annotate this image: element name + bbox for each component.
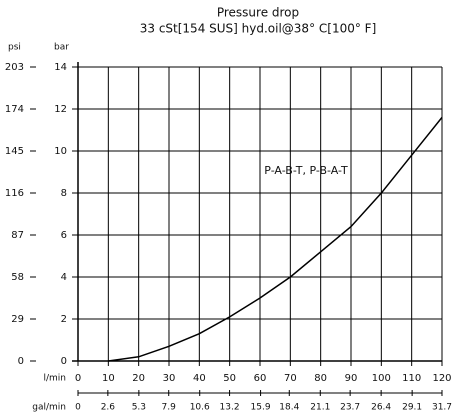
x2-tick-label: 10.6 — [190, 403, 210, 413]
y2-tick-label: 58 — [11, 272, 24, 283]
y2-tick-label: 29 — [11, 314, 24, 325]
x-tick-label: 30 — [163, 373, 176, 384]
y2-tick-label: 0 — [18, 356, 24, 367]
x-tick-label: 70 — [284, 373, 297, 384]
data-line — [108, 116, 443, 362]
y-tick-label: 14 — [54, 62, 67, 73]
x2-tick-label: 2.6 — [101, 403, 116, 413]
y-tick-label: 2 — [61, 314, 67, 325]
y2-tick-label: 87 — [11, 230, 24, 241]
y-tick-label: 8 — [61, 188, 67, 199]
y-tick-label: 4 — [61, 272, 67, 283]
y2-tick-label: 145 — [5, 146, 24, 157]
y2-axis-label: psi — [8, 43, 21, 53]
y2-tick-label: 116 — [5, 188, 24, 199]
x2-tick-label: 23.7 — [340, 403, 360, 413]
y2-tick-label: 174 — [5, 104, 24, 115]
x-tick-label: 60 — [254, 373, 267, 384]
x-tick-label: 80 — [314, 373, 327, 384]
x2-tick-label: 29.1 — [402, 403, 422, 413]
chart-title: Pressure drop — [217, 6, 299, 20]
chart-subtitle: 33 cSt[154 SUS] hyd.oil@38° C[100° F] — [140, 22, 377, 36]
y-tick-label: 0 — [61, 356, 67, 367]
y-axis-label: bar — [54, 43, 69, 53]
x2-tick-label: 21.1 — [310, 403, 330, 413]
x-tick-label: 100 — [372, 373, 391, 384]
x2-tick-label: 0 — [75, 403, 81, 413]
x2-tick-label: 26.4 — [371, 403, 391, 413]
x2-tick-label: 5.3 — [132, 403, 146, 413]
x2-tick-label: 13.2 — [220, 403, 240, 413]
x2-tick-label: 18.4 — [279, 403, 299, 413]
y-tick-label: 12 — [54, 104, 67, 115]
x-tick-label: 40 — [193, 373, 206, 384]
x-tick-label: 20 — [132, 373, 145, 384]
x-tick-label: 0 — [75, 373, 81, 384]
x2-tick-label: 31.7 — [432, 403, 452, 413]
x2-tick-label: 7.9 — [162, 403, 177, 413]
y-tick-label: 6 — [61, 230, 67, 241]
y-tick-label: 10 — [54, 146, 67, 157]
x-tick-label: 120 — [432, 373, 451, 384]
y2-tick-label: 203 — [5, 62, 24, 73]
x-axis-label: l/min — [43, 374, 66, 384]
series-label: P-A-B-T, P-B-A-T — [264, 164, 348, 177]
x-tick-label: 90 — [345, 373, 358, 384]
x-tick-label: 110 — [402, 373, 421, 384]
x-tick-label: 10 — [102, 373, 115, 384]
x-tick-label: 50 — [223, 373, 236, 384]
x2-tick-label: 15.9 — [251, 403, 271, 413]
x2-axis-label: gal/min — [32, 403, 66, 413]
